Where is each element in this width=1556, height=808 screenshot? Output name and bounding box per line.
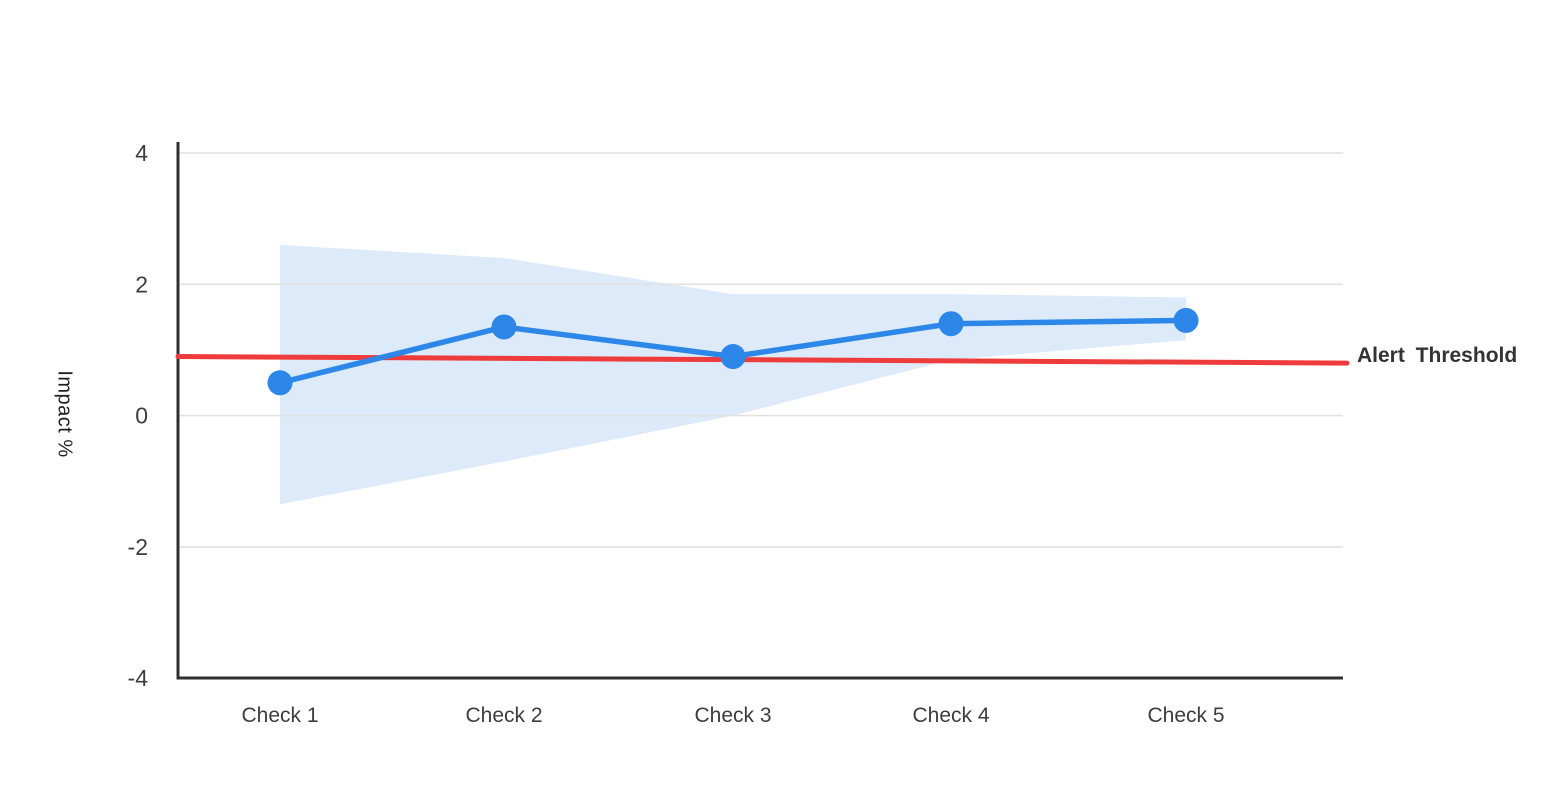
confidence-band — [280, 244, 1186, 505]
y-tick-label: 2 — [135, 271, 148, 297]
y-tick-label: 4 — [135, 140, 148, 166]
x-tick-label: Check 1 — [241, 704, 318, 727]
data-point-check-3 — [720, 344, 746, 370]
alert-threshold-label: Alert Threshold — [1357, 344, 1518, 367]
data-point-check-4 — [938, 311, 964, 337]
y-tick-label: 0 — [135, 403, 148, 429]
x-tick-label: Check 5 — [1147, 704, 1224, 727]
x-tick-label: Check 2 — [465, 704, 542, 727]
data-point-check-5 — [1173, 307, 1199, 333]
x-tick-label: Check 3 — [694, 704, 771, 727]
x-tick-label: Check 4 — [912, 704, 989, 727]
y-tick-label: -2 — [128, 534, 148, 560]
y-tick-label: -4 — [128, 665, 149, 691]
y-axis-title: Impact % — [53, 370, 76, 458]
data-point-check-1 — [267, 370, 293, 396]
data-point-check-2 — [491, 314, 517, 340]
